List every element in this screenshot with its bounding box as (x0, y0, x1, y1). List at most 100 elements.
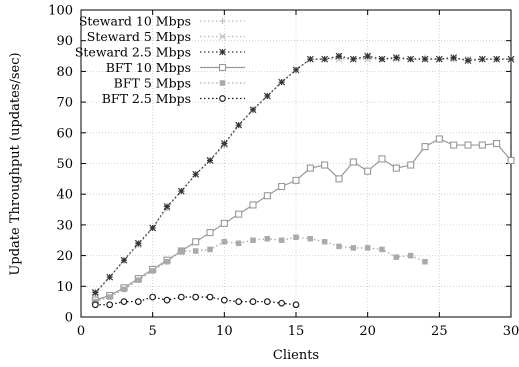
legend-marker (219, 48, 226, 56)
data-point (450, 54, 458, 61)
data-point (120, 256, 128, 264)
data-point (392, 54, 400, 61)
data-point (278, 78, 286, 86)
data-point (121, 286, 127, 293)
legend-label: BFT 10 Mbps (106, 60, 191, 75)
legend-item: Steward 2.5 Mbps (75, 45, 245, 60)
legend-label: Steward 2.5 Mbps (75, 45, 191, 60)
data-point (120, 298, 128, 306)
y-tick-label: 0 (65, 311, 73, 326)
y-axis-label: Update Throughput (updates/sec) (8, 52, 23, 275)
data-point (263, 298, 271, 306)
data-point (192, 238, 200, 246)
data-point (91, 289, 99, 296)
series-line (95, 236, 426, 303)
y-tick-label: 70 (56, 96, 73, 111)
legend-item: BFT 2.5 Mbps (102, 91, 245, 106)
data-point (292, 301, 300, 309)
data-point (278, 237, 285, 243)
x-tick-label: 5 (149, 324, 157, 339)
legend-marker (219, 95, 226, 102)
data-point (392, 164, 400, 172)
data-point (435, 55, 443, 63)
legend-item: Steward 5 Mbps (87, 29, 245, 44)
data-point (335, 52, 343, 60)
data-point (379, 246, 385, 253)
y-tick-label: 10 (56, 280, 73, 295)
x-tick-label: 25 (431, 324, 448, 339)
data-point (163, 203, 171, 210)
data-point (321, 239, 328, 245)
data-point (278, 182, 286, 191)
data-point (206, 293, 214, 301)
data-point (421, 55, 429, 63)
data-point (249, 298, 257, 306)
data-point (349, 55, 357, 63)
data-point (192, 293, 200, 301)
data-point (177, 187, 185, 195)
data-point (106, 273, 114, 281)
data-point (192, 170, 200, 178)
data-point (364, 167, 372, 175)
data-point (235, 121, 243, 129)
data-point (407, 55, 415, 63)
data-point (149, 268, 156, 274)
data-point (292, 66, 300, 74)
data-point (493, 55, 501, 63)
data-point (263, 92, 271, 100)
data-point (336, 243, 342, 250)
axis-ticks: 0 10 20 30 40 50 60 70 80 90 100 0 5 10 15 20 25 30 (48, 4, 519, 340)
series-line (95, 296, 297, 306)
data-point (349, 158, 357, 166)
data-point (192, 248, 199, 254)
y-tick-label: 40 (56, 188, 73, 203)
x-axis-label: Clients (273, 348, 319, 363)
data-point (177, 293, 185, 301)
data-point (321, 55, 329, 63)
legend-marker (219, 18, 226, 24)
series-6 (91, 293, 300, 309)
data-point (235, 210, 243, 218)
series-3 (91, 52, 515, 296)
x-tick-label: 0 (77, 324, 85, 339)
data-point (263, 192, 271, 200)
y-tick-label: 90 (56, 34, 73, 49)
data-point (206, 157, 214, 164)
legend-item: Steward 10 Mbps (79, 14, 245, 29)
y-tick-label: 30 (56, 218, 73, 233)
x-tick-label: 15 (288, 324, 305, 339)
x-tick-label: 30 (503, 324, 519, 339)
y-tick-label: 100 (48, 4, 73, 19)
series-line (94, 55, 511, 293)
data-point (149, 224, 157, 232)
data-point (220, 296, 228, 304)
data-point (378, 55, 386, 63)
data-point (135, 277, 142, 283)
y-tick-label: 60 (56, 126, 73, 141)
data-point (350, 245, 357, 251)
legend-item: BFT 10 Mbps (106, 60, 245, 75)
data-point (321, 161, 329, 169)
data-point (378, 155, 386, 163)
data-point (307, 235, 314, 242)
legend-item: BFT 5 Mbps (114, 76, 245, 91)
legend-marker (218, 63, 227, 72)
data-point (134, 239, 142, 247)
data-point (278, 299, 286, 307)
data-point (220, 140, 228, 147)
x-tick-label: 10 (216, 324, 233, 339)
data-point (450, 141, 458, 149)
data-point (106, 294, 113, 300)
series-group (91, 52, 515, 309)
x-tick-label: 20 (359, 324, 376, 339)
legend-label: Steward 10 Mbps (79, 14, 191, 29)
data-point (364, 52, 372, 60)
data-point (293, 234, 299, 240)
data-point (134, 298, 142, 306)
data-point (435, 135, 443, 143)
legend-marker (219, 80, 226, 86)
data-point (393, 254, 400, 260)
data-point (106, 301, 114, 309)
data-point (507, 156, 515, 164)
